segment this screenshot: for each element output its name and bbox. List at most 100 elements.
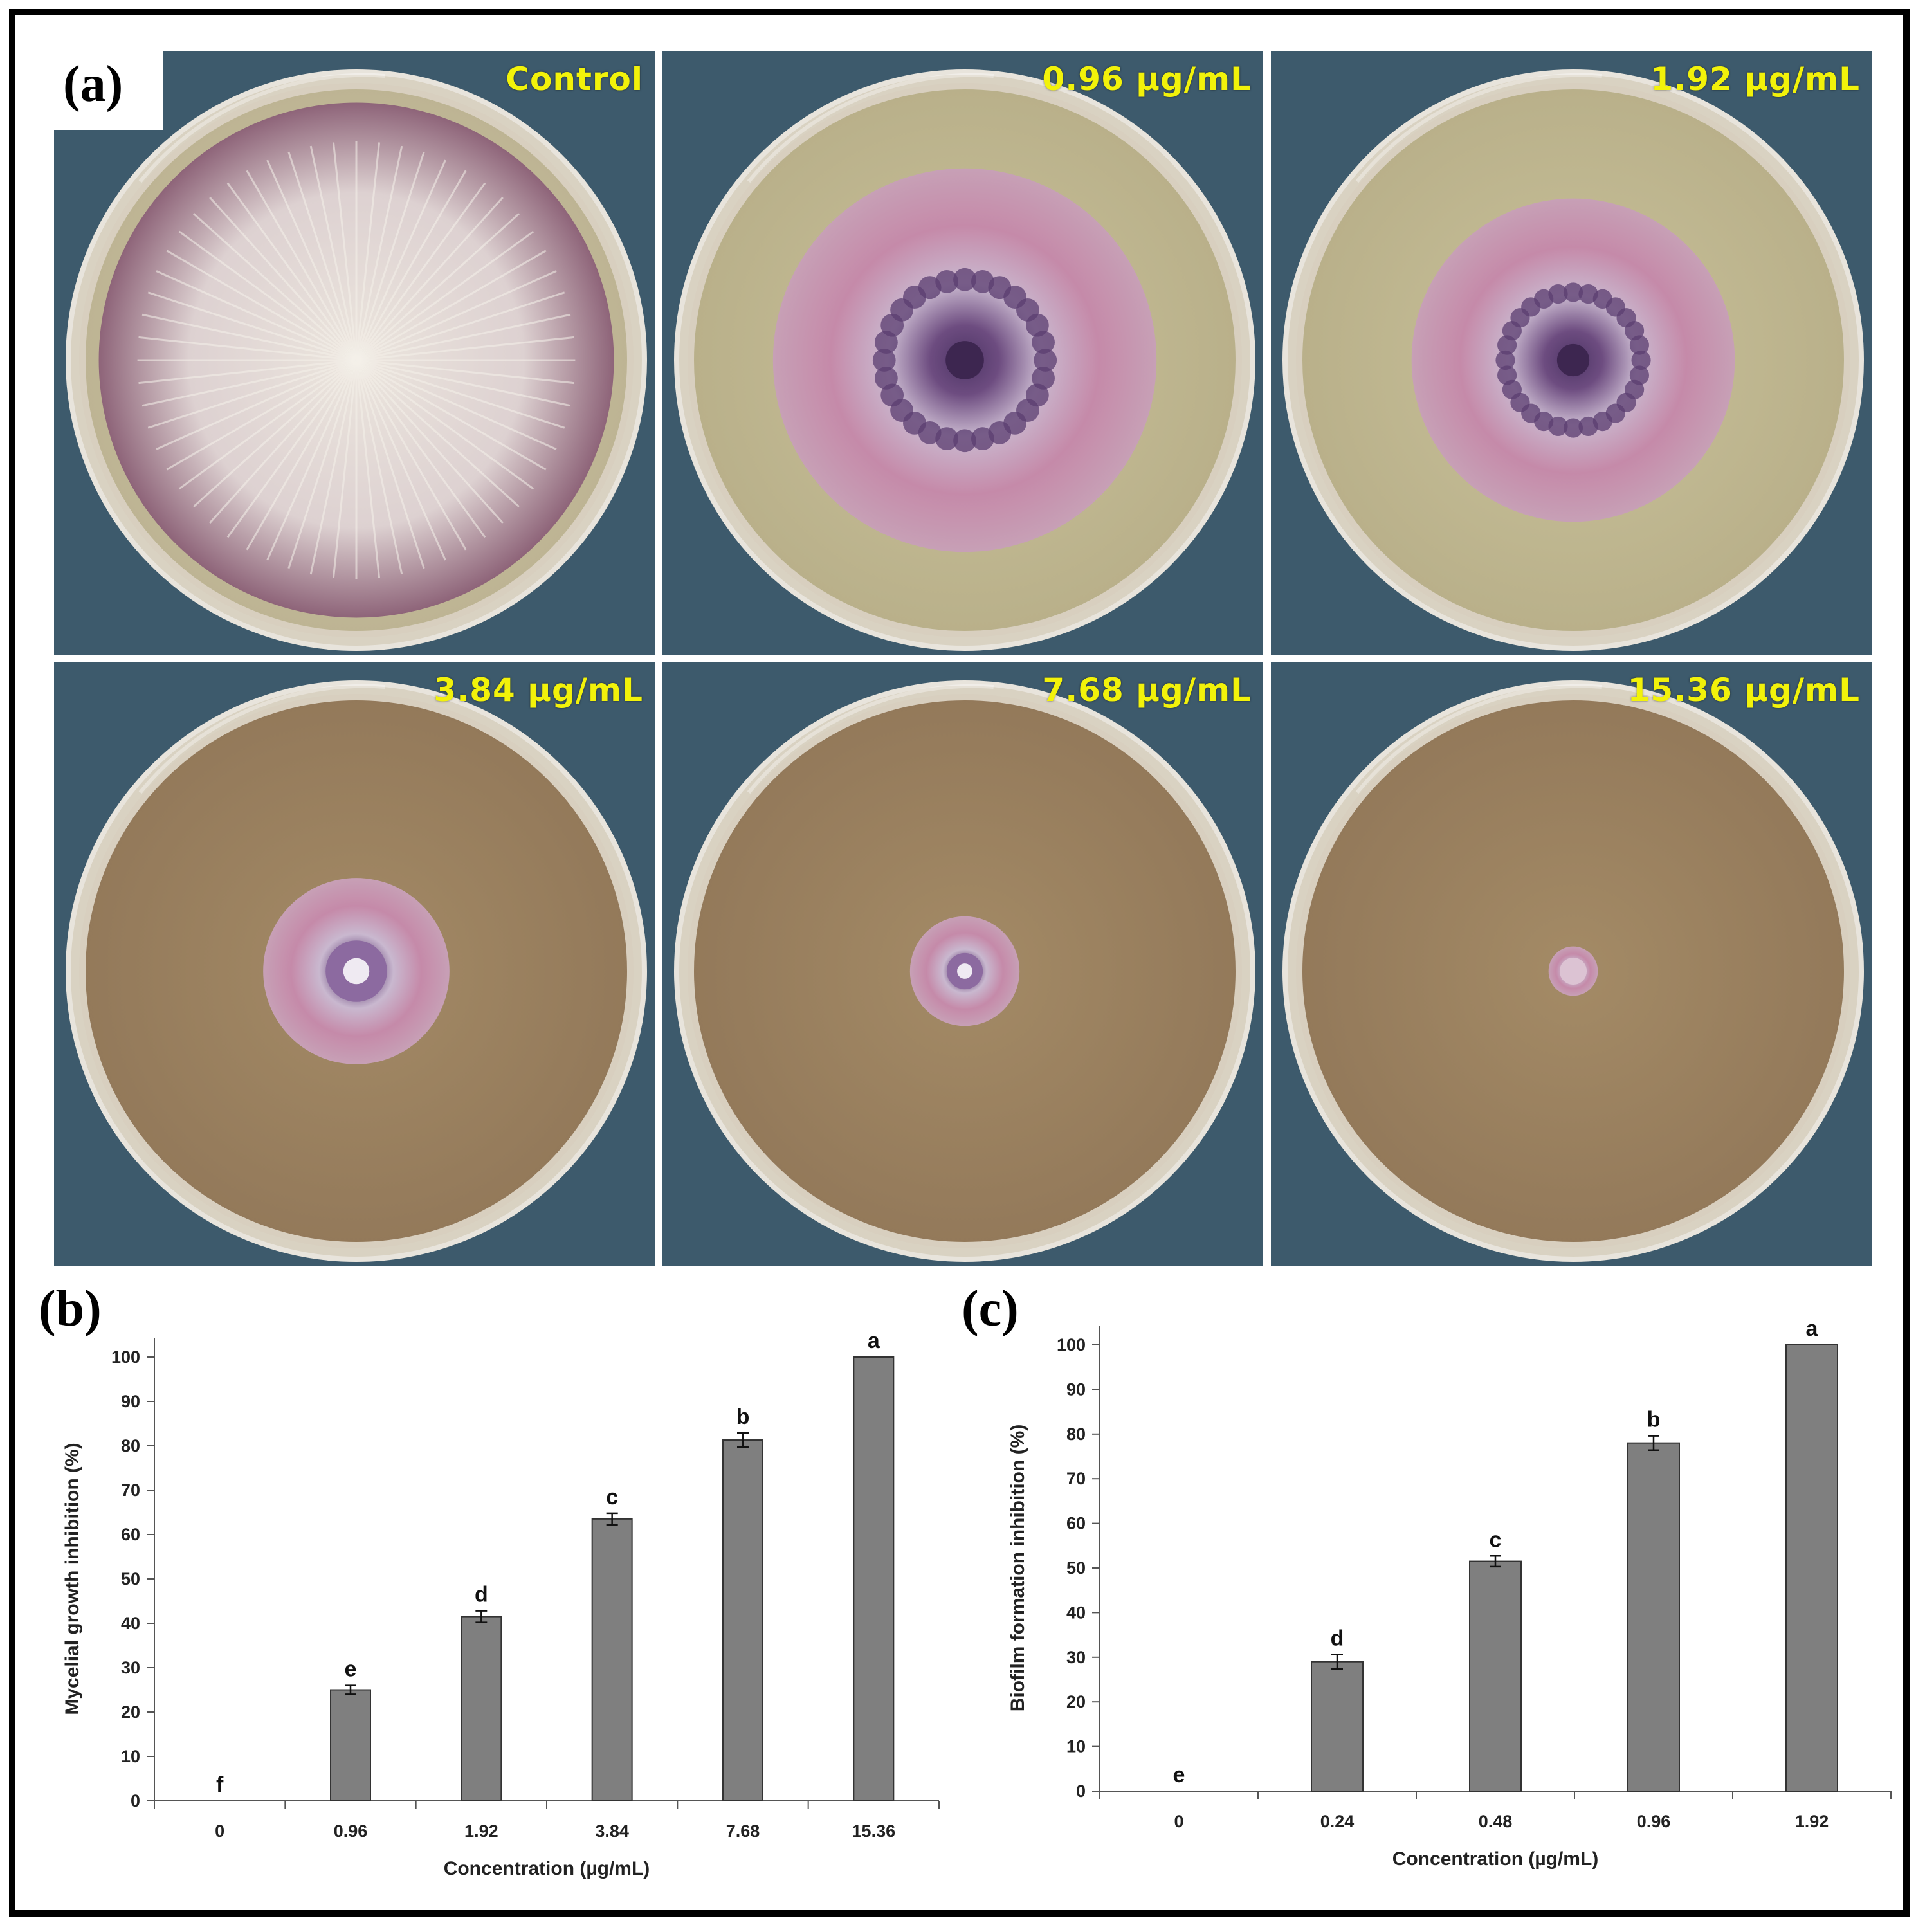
mycelium-strand [287,151,358,361]
bar [1311,1661,1364,1792]
mycelium-strand [209,197,358,361]
plate-photo [54,662,655,1266]
plate-photo [662,662,1263,1266]
y-tick-label: 60 [121,1525,140,1544]
mycelium-strand [355,151,425,361]
plate-photo [1271,51,1872,655]
pigment-spot [872,349,896,372]
mycelium-strand [156,359,357,450]
mycelium-strand [355,359,520,507]
colony-center-white [957,963,972,979]
colony-center [945,341,984,379]
mycelium-strand [356,359,557,450]
mycelium-strand [193,213,358,361]
x-tick-label: 15.36 [852,1821,896,1841]
mycelium-strand [141,313,357,361]
mycelium-strand [355,360,446,561]
mycelium-strand [356,336,574,361]
panel-b-label: (b) [39,1280,102,1337]
panel-a-label: (a) [63,56,123,113]
y-tick-label: 20 [121,1702,140,1722]
chart-mycelial-growth: 0 10 20 30 40 50 60 70 80 90 100 f 0 e 0.96 d 1.92 c 3.84 b… [39,1312,965,1894]
mycelium-strand [356,359,574,385]
y-tick-label: 100 [111,1347,140,1367]
y-axis-title: Mycelial growth inhibition (%) [62,1443,83,1715]
plate-7-68: 7.68 μg/mL [662,662,1263,1266]
y-tick-label: 80 [121,1436,140,1455]
x-tick-label: 0.96 [1637,1812,1671,1831]
mycelium-strand [246,170,358,361]
y-tick-label: 40 [1066,1603,1086,1622]
mycelium-strand [193,359,358,507]
mycelium-strand [355,359,504,524]
pigment-spot [953,268,976,291]
pigment-spot [1563,418,1583,438]
significance-letter: c [606,1485,618,1509]
significance-letter: a [868,1329,880,1353]
mycelium-strand [266,159,358,361]
panel-c-label: (c) [962,1280,1019,1337]
dish-glare [1355,73,1603,183]
chart-c-svg: 0 10 20 30 40 50 60 70 80 90 100 e 0 d 0.24 c 0.48 b 0.96 a… [1007,1317,1892,1870]
mycelium-strand [309,145,358,361]
mycelium-strand [166,250,357,361]
significance-letter: f [216,1773,224,1797]
plate-3-84: 3.84 μg/mL [54,662,655,1266]
pigment-spot [1629,335,1649,355]
y-tick-label: 60 [1066,1514,1086,1533]
chart-b-svg: 0 10 20 30 40 50 60 70 80 90 100 f 0 e 0.96 d 1.92 c 3.84 b… [62,1329,940,1879]
mycelium-strand [355,360,425,569]
plate-control: Control [54,51,655,655]
plate-photo [54,51,655,655]
dish-glare [747,73,994,183]
mycelium-strand [355,170,467,361]
significance-letter: d [1331,1627,1344,1651]
mycelium-strand [355,197,504,361]
x-tick-label: 3.84 [595,1821,629,1841]
x-axis-title: Concentration (µg/mL) [444,1858,650,1879]
mycelium-strand [356,250,547,361]
mycelium-strand [355,213,520,361]
mycelium-strand [356,359,547,471]
y-tick-label: 40 [121,1614,140,1633]
y-tick-label: 80 [1066,1425,1086,1444]
mycelium-strand [147,291,357,361]
mycelium-strand [138,336,357,361]
mycelium-strand [355,360,467,551]
y-tick-label: 20 [1066,1692,1086,1711]
mycelium-strand [355,182,486,361]
chart-biofilm-formation: 0 10 20 30 40 50 60 70 80 90 100 e 0 d 0.24 c 0.48 b 0.96 a… [990,1312,1904,1881]
mycelium-strand [356,359,565,429]
mycelium-strand [332,360,358,578]
mycelium-strand [141,359,357,407]
figure-frame [9,9,1910,1917]
plate-concentration-label: 7.68 μg/mL [1042,671,1252,709]
pigment-spot [1548,284,1568,304]
bar [461,1616,502,1801]
bar [1469,1560,1522,1792]
mycelium-strand [226,360,358,538]
mycelium-strand [332,142,358,361]
pigment-spot [1631,350,1651,370]
x-tick-label: 0 [1174,1812,1183,1831]
mycelium-strand [355,360,381,578]
mycelium-strand [138,359,357,385]
pigment-spot [1563,282,1583,302]
significance-letter: e [1173,1763,1185,1787]
plate-concentration-label: 15.36 μg/mL [1627,671,1860,709]
x-tick-label: 0.48 [1479,1812,1513,1831]
mycelium-strand [178,359,357,490]
mycelium-strand [309,360,358,575]
plate-15-36: 15.36 μg/mL [1271,662,1872,1266]
mycelium-strand [356,291,565,361]
plate-photo [662,51,1263,655]
panel-a-label-box: (a) [54,51,163,130]
pigment-spot [1497,365,1517,385]
plate-concentration-label: 3.84 μg/mL [433,671,643,709]
y-tick-label: 100 [1057,1335,1086,1354]
mycelium-strand [355,360,403,575]
x-tick-label: 7.68 [726,1821,760,1841]
plate-0-96: 0.96 μg/mL [662,51,1263,655]
significance-letter: d [475,1583,488,1607]
mycelium-strand [355,142,381,361]
